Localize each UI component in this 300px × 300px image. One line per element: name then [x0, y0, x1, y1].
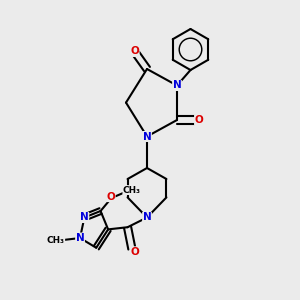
Text: CH₃: CH₃ — [123, 186, 141, 195]
Text: O: O — [195, 115, 203, 125]
Text: N: N — [172, 80, 182, 91]
Text: N: N — [80, 212, 89, 223]
Text: O: O — [106, 192, 115, 202]
Text: N: N — [76, 233, 84, 243]
Text: O: O — [130, 46, 139, 56]
Text: N: N — [142, 131, 152, 142]
Text: O: O — [130, 247, 139, 257]
Text: CH₃: CH₃ — [47, 236, 65, 245]
Text: N: N — [142, 212, 152, 223]
